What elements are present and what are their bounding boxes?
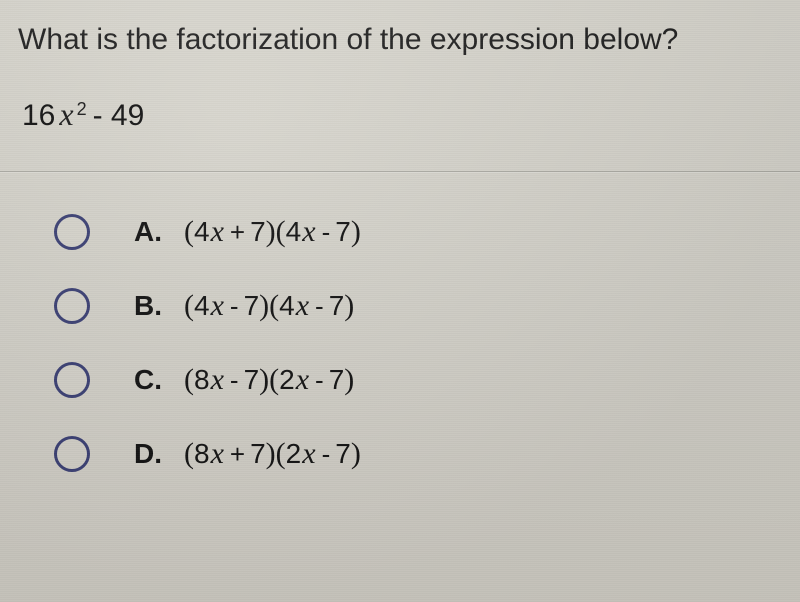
option-c[interactable]: C. (8x-7)(2x-7) (54, 362, 800, 398)
option-label: C. (134, 364, 172, 396)
option-expression: (4x+7)(4x-7) (184, 215, 361, 249)
option-a[interactable]: A. (4x+7)(4x-7) (54, 214, 800, 250)
option-expression: (4x-7)(4x-7) (184, 289, 354, 323)
option-label: D. (134, 438, 172, 470)
option-expression: (8x-7)(2x-7) (184, 363, 354, 397)
question-text: What is the factorization of the express… (0, 0, 800, 58)
expr-var: x (59, 96, 73, 133)
option-label: A. (134, 216, 172, 248)
radio-icon[interactable] (54, 288, 90, 324)
expr-sup: 2 (77, 99, 87, 120)
question-expression: 16 x 2 - 49 (0, 58, 800, 171)
expr-rest: - 49 (93, 99, 145, 133)
option-d[interactable]: D. (8x+7)(2x-7) (54, 436, 800, 472)
quiz-screen: What is the factorization of the express… (0, 0, 800, 602)
radio-icon[interactable] (54, 214, 90, 250)
option-b[interactable]: B. (4x-7)(4x-7) (54, 288, 800, 324)
radio-icon[interactable] (54, 436, 90, 472)
option-expression: (8x+7)(2x-7) (184, 437, 361, 471)
option-label: B. (134, 290, 172, 322)
options-group: A. (4x+7)(4x-7) B. (4x-7)(4x-7) C. (8x-7… (0, 172, 800, 472)
radio-icon[interactable] (54, 362, 90, 398)
expr-coef: 16 (22, 99, 55, 133)
